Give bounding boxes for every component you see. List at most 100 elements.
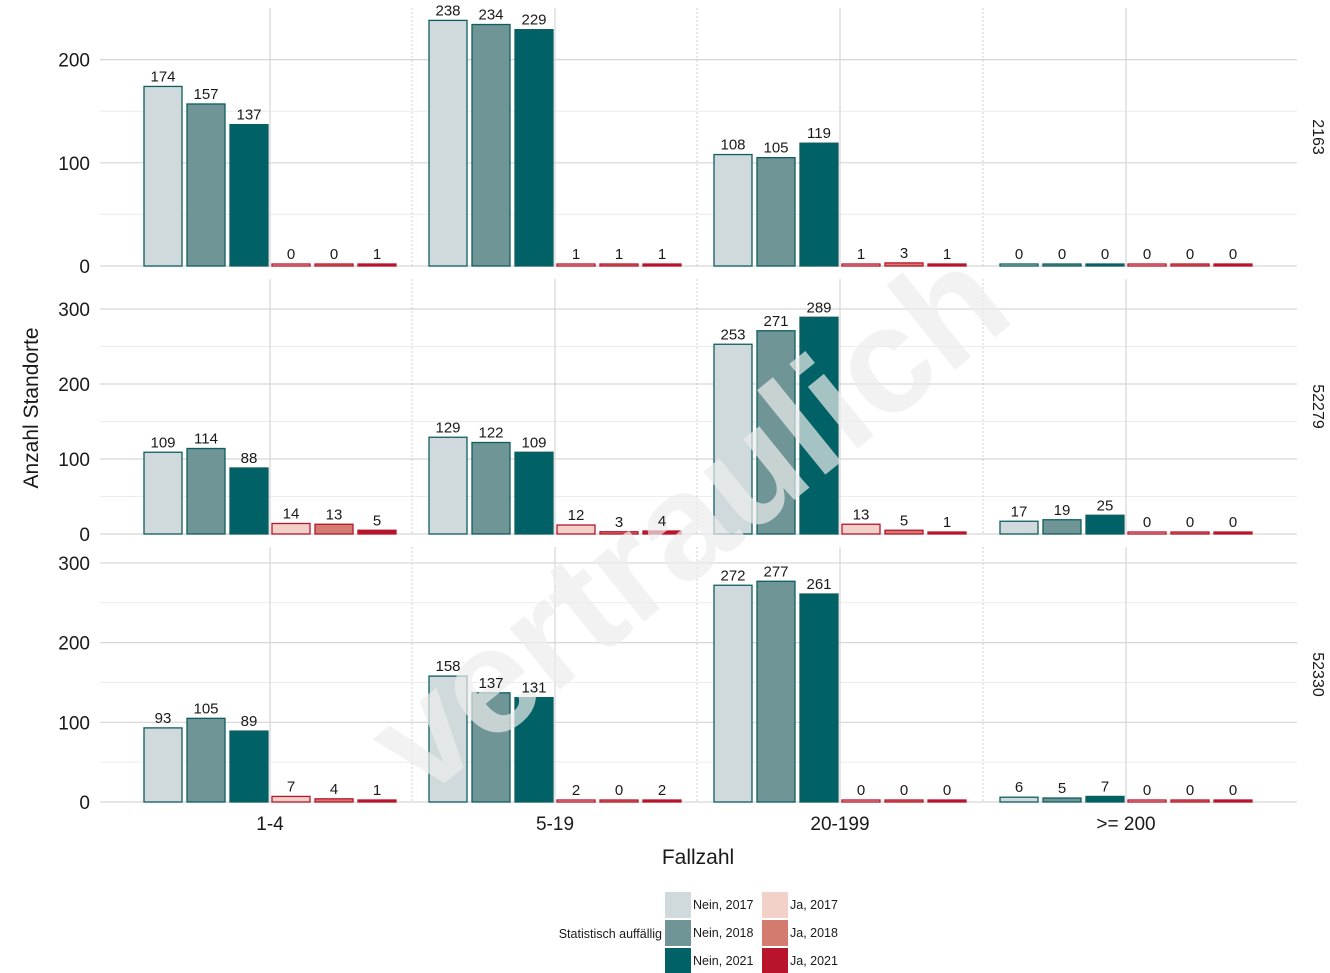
panel-2163-strip-label: 2163 [1309,119,1326,155]
panel-52330-bar-nein-2018-2 [756,580,796,803]
panel-2163-bar-nein-2018-0 [186,103,226,267]
panel-52330-data-label: 105 [193,700,218,717]
panel-2163-bar-ja-2018-0 [314,263,354,267]
panel-52279-data-label: 271 [763,313,788,330]
panel-52279-bar-nein-2017-0 [143,451,183,535]
panel-52330-data-label: 131 [521,680,546,697]
panel-52330-bar-ja-2018-1 [599,799,639,803]
panel-52330-bar-nein-2018-1 [471,692,511,803]
panel-52279-data-label: 13 [326,506,343,523]
panel-52330-bar-ja-2017-3 [1127,799,1167,803]
legend-swatch-0 [665,892,691,918]
panel-2163-data-label: 3 [900,245,908,262]
panel-52330-bar-nein-2017-2 [713,584,753,803]
panel-52330-y-tick-label: 0 [79,793,90,814]
panel-52279-y-tick-label: 100 [58,450,90,471]
panel-52330-data-label: 277 [763,563,788,580]
panel-52330-data-label: 158 [435,658,460,675]
panel-52279-data-label: 88 [241,450,258,467]
panel-52330-bar-ja-2017-0 [271,795,311,803]
panel-52279-bar-ja-2017-0 [271,522,311,535]
panel-2163-data-label: 157 [193,86,218,103]
y-axis-title: Anzahl Standorte [20,327,43,488]
panel-52330-bar-nein-2017-0 [143,727,183,803]
panel-2163-data-label: 0 [1229,246,1237,263]
panel-52330-bar-ja-2021-2 [927,799,967,803]
panel-52279-bar-nein-2018-3 [1042,519,1082,535]
panel-52330-bar-ja-2021-1 [642,799,682,803]
panel-52330-bar-ja-2021-0 [357,799,397,803]
panel-52330-strip-label: 52330 [1309,652,1326,697]
panel-52330-data-label: 137 [478,675,503,692]
legend-label-4: Ja, 2018 [790,926,838,940]
panel-52279-bar-nein-2021-3 [1085,514,1125,535]
x-tick-label: 5-19 [536,814,574,835]
panel-2163-bar-ja-2017-1 [556,263,596,267]
panel-2163-data-label: 229 [521,12,546,29]
panel-2163-data-label: 238 [435,2,460,19]
panel-2163-bar-nein-2018-2 [756,156,796,267]
panel-52279-y-tick-label: 200 [58,375,90,396]
panel-52330-bar-nein-2021-0 [229,730,269,803]
panel-52279-data-label: 129 [435,419,460,436]
panel-52279-data-label: 17 [1011,503,1028,520]
legend-label-5: Ja, 2021 [790,954,838,968]
panel-52330-data-label: 0 [1143,782,1151,799]
panel-2163-data-label: 1 [572,246,580,263]
panel-2163-data-label: 0 [1015,246,1023,263]
x-axis-title: Fallzahl [662,846,734,869]
panel-52279-bar-ja-2021-0 [357,529,397,535]
panel-2163-bar-ja-2018-1 [599,263,639,267]
panel-2163-data-label: 0 [1143,246,1151,263]
panel-52330-bar-ja-2018-0 [314,798,354,803]
panel-2163-data-label: 1 [615,246,623,263]
panel-52279-y-tick-label: 300 [58,300,90,321]
panel-52279-data-label: 114 [194,431,218,448]
panel-2163-data-label: 0 [330,246,338,263]
x-tick-label: 20-199 [810,814,869,835]
panel-2163-y-tick-label: 100 [58,154,90,175]
panel-52330-data-label: 0 [943,782,951,799]
panel-52330-data-label: 89 [241,713,258,730]
panel-52279-data-label: 12 [568,507,585,524]
panel-2163-bar-nein-2021-0 [229,123,269,267]
panel-52279-bar-ja-2021-1 [642,530,682,535]
legend-label-2: Nein, 2021 [693,954,754,968]
panel-2163-bar-ja-2018-3 [1170,263,1210,267]
panel-52330-data-label: 7 [1101,778,1109,795]
panel-52330-y-tick-label: 100 [58,713,90,734]
panel-2163-data-label: 0 [287,246,295,263]
legend-swatch-3 [762,892,788,918]
panel-52330-bar-nein-2018-0 [186,717,226,803]
panel-52330-data-label: 93 [155,710,172,727]
panel-2163-bar-nein-2017-2 [713,153,753,267]
panel-52279-bar-ja-2018-1 [599,531,639,535]
panel-2163-data-label: 1 [943,246,951,263]
panel-2163-bar-nein-2018-3 [1042,263,1082,267]
panel-52279-bar-nein-2017-1 [428,436,468,535]
panel-2163-bar-ja-2021-1 [642,263,682,267]
panel-52330-bar-nein-2017-1 [428,675,468,803]
panel-2163-bar-ja-2018-2 [884,262,924,267]
panel-52279-data-label: 14 [283,506,300,523]
panel-52279-bar-ja-2018-0 [314,523,354,535]
panel-52279-data-label: 253 [720,326,745,343]
panel-52279-y-tick-label: 0 [79,525,90,546]
panel-52279-bar-nein-2018-0 [186,447,226,535]
panel-52330-bar-ja-2017-1 [556,799,596,803]
panel-52279-bar-ja-2017-2 [841,523,881,535]
panel-52279-bar-ja-2018-2 [884,529,924,535]
panel-2163-data-label: 1 [658,246,666,263]
legend-title: Statistisch auffällig [559,927,662,941]
panel-2163-data-label: 0 [1058,246,1066,263]
panel-52279-data-label: 13 [853,506,870,523]
panel-52279-bar-ja-2017-1 [556,524,596,535]
panel-52279-data-label: 25 [1097,497,1114,514]
panel-2163-bar-nein-2021-3 [1085,263,1125,267]
panel-52279-bar-ja-2018-3 [1170,531,1210,535]
panel-52279-bar-nein-2021-0 [229,467,269,535]
panel-52279-bar-nein-2017-2 [713,343,753,535]
panel-52279-bar-nein-2018-1 [471,441,511,535]
panel-52279-data-label: 4 [658,513,666,530]
